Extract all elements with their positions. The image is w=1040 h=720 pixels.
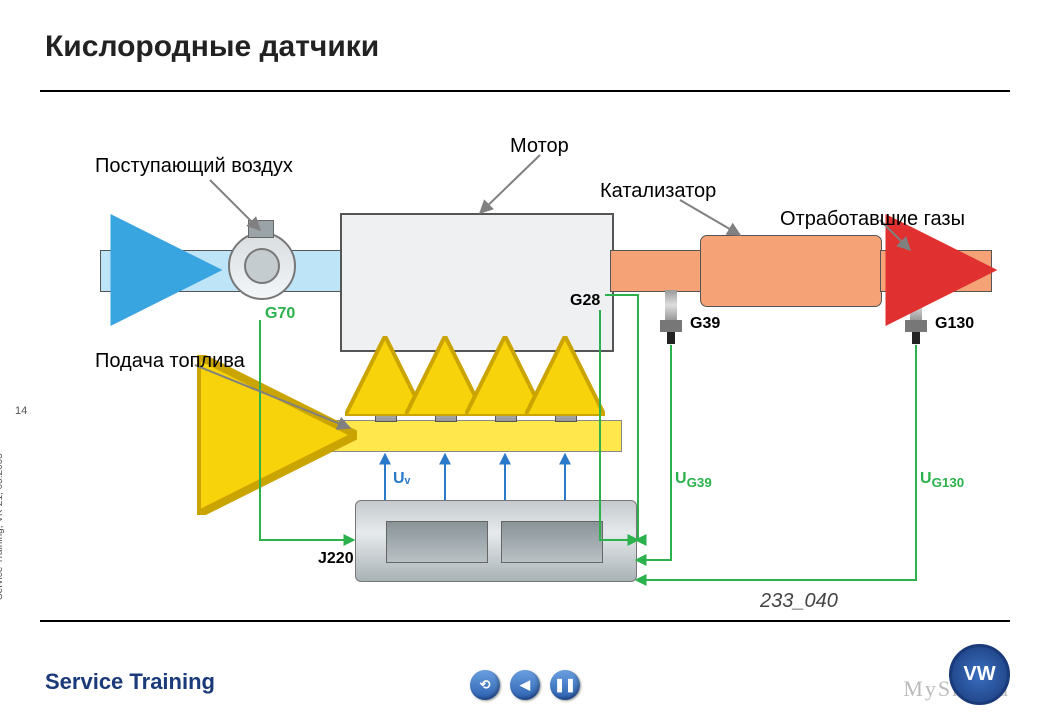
slide-title: Кислородные датчики — [45, 30, 379, 64]
label-exhaust: Отработавшие газы — [780, 208, 965, 231]
o2-sensor-g39 — [660, 290, 682, 345]
vw-logo-icon: VW — [949, 644, 1010, 705]
figure-reference: 233_040 — [760, 590, 838, 613]
label-intake-air: Поступающий воздух — [95, 155, 293, 178]
exhaust-pipe-1 — [610, 250, 702, 292]
page-number: 14 — [15, 405, 27, 417]
nav-controls: ⟲ ◀ ❚❚ — [470, 670, 580, 700]
code-g70: G70 — [265, 305, 295, 323]
exhaust-pipe-2 — [880, 250, 992, 292]
side-text: Service Training, VK-21, 05.2005 — [0, 453, 5, 600]
injector-1 — [375, 370, 397, 422]
signal-ug39: UG39 — [675, 470, 712, 490]
divider-top — [40, 90, 1010, 92]
injector-2 — [435, 370, 457, 422]
nav-prev-button[interactable]: ◀ — [510, 670, 540, 700]
label-motor: Мотор — [510, 135, 569, 158]
motor-block — [340, 213, 614, 352]
label-fuel-supply: Подача топлива — [95, 350, 245, 373]
o2-sensor-g130 — [905, 290, 927, 345]
divider-bottom — [40, 620, 1010, 622]
code-j220: J220 — [318, 550, 354, 568]
fuel-rail — [330, 420, 622, 452]
ecu-unit — [355, 500, 637, 582]
code-g28: G28 — [570, 292, 600, 310]
code-g39: G39 — [690, 315, 720, 333]
signal-ug130: UG130 — [920, 470, 964, 490]
signal-uv: Uᵥ — [393, 470, 410, 488]
label-catalyst: Катализатор — [600, 180, 716, 203]
injector-3 — [495, 370, 517, 422]
nav-rewind-button[interactable]: ⟲ — [470, 670, 500, 700]
injector-4 — [555, 370, 577, 422]
footer-brand: Service Training — [45, 669, 215, 695]
diagram-area: Поступающий воздух Мотор Катализатор Отр… — [40, 100, 1010, 620]
code-g130: G130 — [935, 315, 974, 333]
nav-pause-button[interactable]: ❚❚ — [550, 670, 580, 700]
catalyst — [700, 235, 882, 307]
